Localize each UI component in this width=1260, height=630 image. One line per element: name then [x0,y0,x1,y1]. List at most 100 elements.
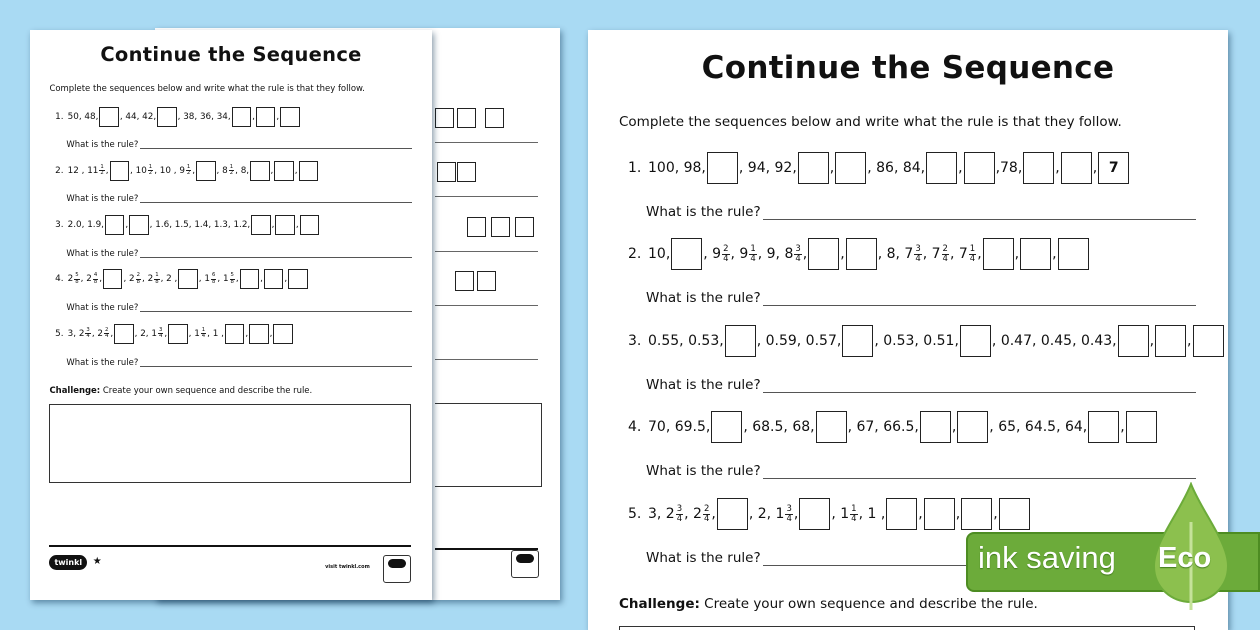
answer-box[interactable] [808,238,840,270]
answer-box[interactable] [114,323,134,344]
answer-box[interactable] [1057,238,1089,270]
answer-box[interactable] [196,160,216,181]
answer-box[interactable] [299,215,320,236]
answer-box[interactable] [797,152,829,184]
sequence-text: 10, [648,246,671,262]
answer-box[interactable] [1192,325,1224,357]
answer-box[interactable] [706,152,738,184]
answer-box[interactable] [1155,325,1187,357]
answer-box[interactable] [274,160,294,181]
answer-box[interactable] [1020,238,1052,270]
challenge-label: Challenge: [619,596,700,612]
answer-box[interactable] [1023,152,1055,184]
answer-box[interactable] [251,215,271,236]
rule-prompt: What is the rule? [646,377,761,393]
sequence-text: , 10 , 9 [154,165,185,176]
visit-link[interactable]: visit twinkl.com [325,563,370,570]
answer-box[interactable] [249,323,269,344]
sequence-text: , 1 [198,274,210,285]
answer-box[interactable] [250,160,270,181]
answer-box[interactable] [288,269,308,290]
sequence-row: 1. 50, 48, , 44, 42, , 38, 36, 34,,, [55,104,301,129]
answer-box[interactable] [298,160,319,181]
question-number: 2. [628,246,642,262]
answer-box[interactable] [716,498,748,530]
answer-box[interactable] [273,323,293,344]
answer-box[interactable] [1117,325,1149,357]
answer-box[interactable] [168,323,188,344]
answer-box[interactable] [275,215,295,236]
sequence-text: , 9 [730,246,749,262]
answer-box[interactable] [845,238,877,270]
sequence-text: , [1052,246,1057,262]
answer-box[interactable] [1088,411,1120,443]
answer-box[interactable] [671,238,703,270]
numerator: 1 [749,243,757,255]
answer-box[interactable] [963,152,995,184]
answer-box[interactable] [959,325,991,357]
write-line[interactable] [762,207,1196,220]
answer-box[interactable] [919,411,951,443]
answer-box[interactable] [178,269,198,290]
answer-box[interactable] [799,498,831,530]
write-line[interactable] [762,466,1196,479]
answer-box[interactable] [1060,152,1092,184]
challenge-answer-box[interactable] [619,626,1195,630]
answer-box[interactable] [263,269,284,290]
answer-box[interactable]: 7 [1098,152,1130,184]
answer-box[interactable] [255,106,276,127]
write-line[interactable] [140,358,412,367]
sequence-text: , 2 [91,328,103,339]
answer-box[interactable] [926,152,958,184]
write-line[interactable] [140,195,412,204]
answer-box[interactable] [998,498,1030,530]
numerator: 1 [154,272,160,280]
answer-box[interactable] [109,160,130,181]
answer-box[interactable] [842,325,874,357]
write-line[interactable] [140,249,412,258]
answer-box[interactable] [239,269,260,290]
write-line[interactable] [140,141,412,150]
answer-box[interactable] [231,106,252,127]
write-line[interactable] [762,293,1196,306]
answer-box[interactable] [1125,411,1157,443]
answer-box[interactable] [923,498,955,530]
answer-box[interactable] [99,106,119,127]
answer-box[interactable] [280,106,300,127]
challenge-answer-box[interactable] [49,404,412,484]
sequence-text: , 38, 36, 34, [177,111,231,122]
answer-box[interactable] [886,498,918,530]
answer-box[interactable] [224,323,245,344]
numerator: 3 [675,503,684,515]
answer-box[interactable] [815,411,847,443]
answer-box[interactable] [103,269,123,290]
answer-box[interactable] [724,325,756,357]
sequence-text: , 1 , [858,506,886,522]
answer-box[interactable] [982,238,1014,270]
answer-box[interactable] [957,411,989,443]
rule-prompt: What is the rule? [66,356,139,367]
answer-box[interactable] [104,215,125,236]
answer-box[interactable] [711,411,743,443]
denominator: 2 [148,170,153,177]
sequence-text: 3, 2 [648,506,675,522]
numerator: 3 [794,243,802,255]
sequence-text: , 0.53, 0.51, [874,333,959,349]
sequence-text: , [840,246,845,262]
numerator: 3 [914,243,922,255]
rule-answer-line: What is the rule? [646,463,1196,479]
answer-box[interactable] [129,215,149,236]
write-line[interactable] [140,303,412,312]
answer-box[interactable] [157,106,177,127]
sequence-text: , [295,220,299,231]
write-line[interactable] [762,380,1196,393]
denominator: 4 [942,253,948,264]
sequence-text: , 8, 7 [877,246,914,262]
sequence-text: 2 [67,274,74,285]
answer-box[interactable] [961,498,993,530]
sequence-text: , [1187,333,1192,349]
answer-box[interactable] [835,152,867,184]
